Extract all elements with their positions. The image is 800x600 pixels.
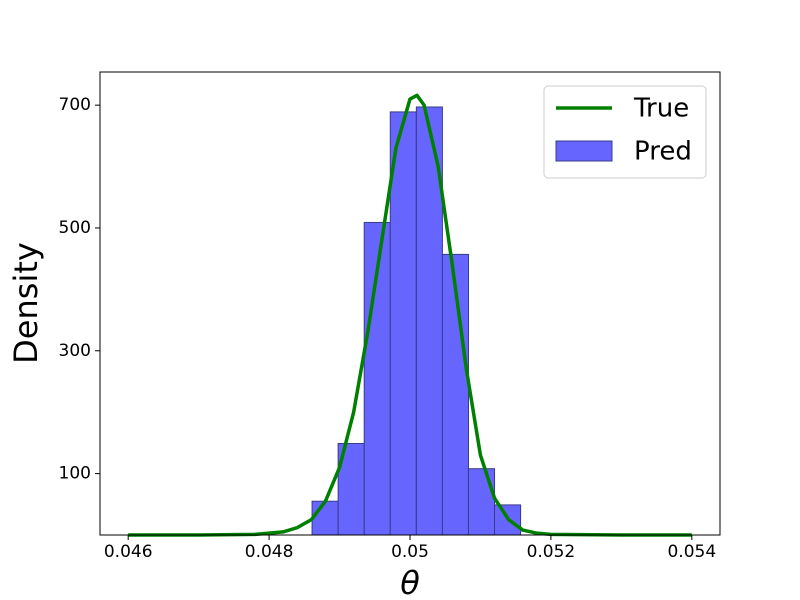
hist-bar [415,106,443,536]
legend-label: True [633,94,689,124]
hist-bar [311,500,339,536]
x-axis-label: θ [400,564,420,600]
y-tick-label: 100 [59,464,91,484]
x-tick-label: 0.048 [245,542,294,562]
y-tick-label: 300 [59,341,91,361]
y-tick-label: 700 [59,95,91,115]
hist-bar [467,468,496,536]
true-line [128,93,692,537]
x-tick-label: 0.05 [391,542,429,562]
legend-label: Pred [634,137,692,167]
y-axis-label: Density [7,242,45,364]
hist-bar [441,253,469,536]
y-tick-label: 500 [59,218,91,238]
legend-hist-swatch [555,140,613,162]
x-tick-label: 0.054 [667,542,716,562]
hist-bar [389,111,417,536]
x-tick-label: 0.052 [527,542,576,562]
x-tick-label: 0.046 [104,542,153,562]
